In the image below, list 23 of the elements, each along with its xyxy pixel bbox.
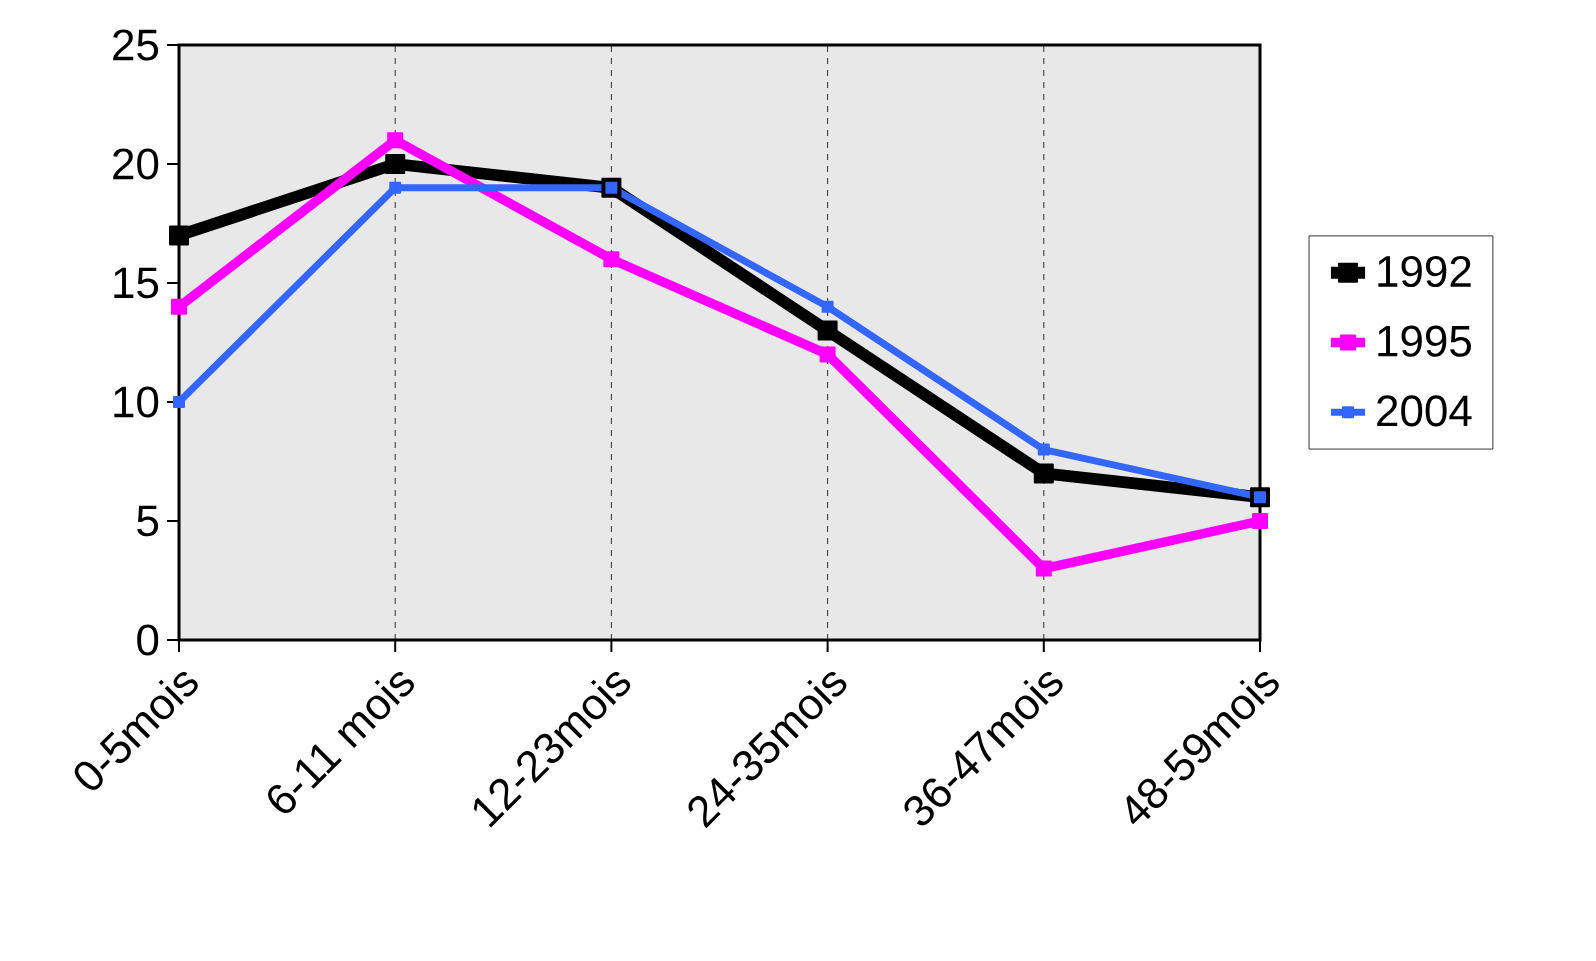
y-tick-label: 25 [113,29,159,61]
point [1033,463,1054,484]
y-tick-label: 15 [114,267,159,299]
point [171,298,187,315]
point [387,132,404,149]
point [173,395,185,408]
point [817,320,838,341]
y-tick-label: 10 [114,386,159,418]
y-tick-label: 5 [137,505,159,537]
point [169,225,189,246]
legend-label: 2004 [1377,395,1472,427]
point [821,300,834,313]
y-tick-label: 0 [137,624,159,656]
point [385,153,406,174]
legend-label: 1992 [1378,255,1471,288]
legend-label: 1995 [1378,325,1471,357]
y-tick-label: 20 [113,148,159,180]
point [603,251,620,268]
point [1252,512,1268,529]
point [389,181,402,194]
point [1037,443,1050,456]
point [819,346,836,363]
point [1035,560,1052,577]
